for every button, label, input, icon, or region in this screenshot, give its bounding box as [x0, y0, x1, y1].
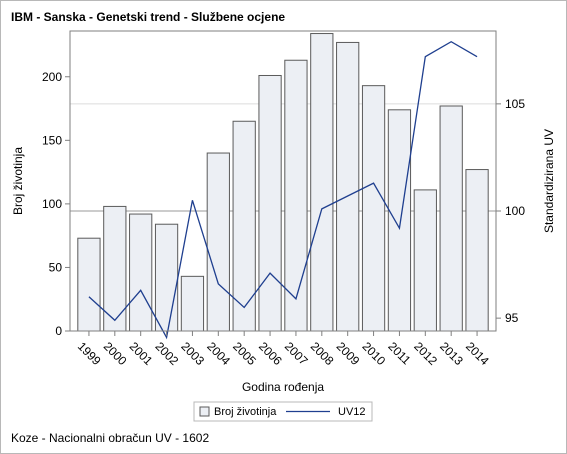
- legend-box: [193, 401, 373, 422]
- bar-2003: [180, 275, 205, 332]
- x-axis: 1999200020012002200320042005200620072008…: [75, 331, 492, 368]
- y2-tick-label-95: 95: [505, 311, 519, 325]
- legend-swatch-bars: [199, 406, 210, 417]
- bar-2009: [336, 41, 360, 332]
- x-tick-label-2003: 2003: [178, 339, 207, 368]
- x-tick-label-2011: 2011: [385, 339, 413, 367]
- y2-axis-label: Standardizirana UV: [542, 129, 556, 233]
- y2-tick-label-105: 105: [505, 97, 525, 111]
- x-tick-label-2008: 2008: [308, 339, 337, 368]
- y2-axis: 95 100 105: [496, 97, 525, 325]
- bar-2014: [465, 169, 489, 332]
- line-series: [88, 40, 478, 340]
- x-tick-label-1999: 1999: [75, 339, 104, 368]
- legend-label-bars: Broj životinja: [214, 406, 277, 418]
- x-tick-label-2005: 2005: [230, 339, 259, 368]
- bar-2008: [310, 33, 334, 332]
- bar-2010: [361, 85, 386, 332]
- x-tick-label-2004: 2004: [204, 339, 233, 368]
- y-tick-label-200: 200: [42, 70, 62, 84]
- x-tick-label-2002: 2002: [152, 339, 181, 368]
- chart-title: IBM - Sanska - Genetski trend - Službene…: [11, 10, 285, 24]
- y-tick-label-150: 150: [42, 133, 62, 147]
- y-axis-label: Broj životinja: [11, 147, 25, 215]
- y-tick-label-100: 100: [42, 197, 62, 211]
- bar-2002: [154, 223, 179, 332]
- plot-border: [69, 30, 497, 332]
- x-tick-label-2013: 2013: [437, 339, 466, 368]
- y-axis: 0 50 100 150 200: [42, 70, 70, 338]
- x-tick-label-2000: 2000: [101, 339, 130, 368]
- bar-2006: [258, 74, 282, 332]
- x-tick-label-2006: 2006: [256, 339, 285, 368]
- y-tick-label-0: 0: [55, 324, 62, 338]
- y-tick-label-50: 50: [49, 260, 63, 274]
- legend-label-line: UV12: [338, 406, 366, 418]
- x-tick-label-2014: 2014: [463, 339, 492, 368]
- bar-2012: [413, 189, 437, 332]
- bar-1999: [77, 237, 101, 332]
- bar-2011: [387, 109, 412, 332]
- legend-item-bars: Broj životinja: [199, 406, 277, 418]
- x-tick-label-2010: 2010: [359, 339, 388, 368]
- y2-tick-label-100: 100: [505, 204, 525, 218]
- footnote: Koze - Nacionalni obračun UV - 1602: [11, 431, 209, 445]
- bar-2001: [129, 213, 153, 332]
- bar-2004: [206, 152, 230, 332]
- x-tick-label-2007: 2007: [282, 339, 311, 368]
- x-axis-label: Godina rođenja: [242, 380, 324, 394]
- bar-2000: [103, 205, 127, 332]
- x-tick-label-2012: 2012: [411, 339, 440, 368]
- bar-series: [77, 33, 489, 332]
- legend-item-line: UV12: [286, 406, 366, 418]
- bar-2013: [439, 105, 463, 332]
- line-uv12: [88, 40, 478, 340]
- x-tick-label-2001: 2001: [127, 339, 156, 368]
- x-tick-label-2009: 2009: [334, 339, 363, 368]
